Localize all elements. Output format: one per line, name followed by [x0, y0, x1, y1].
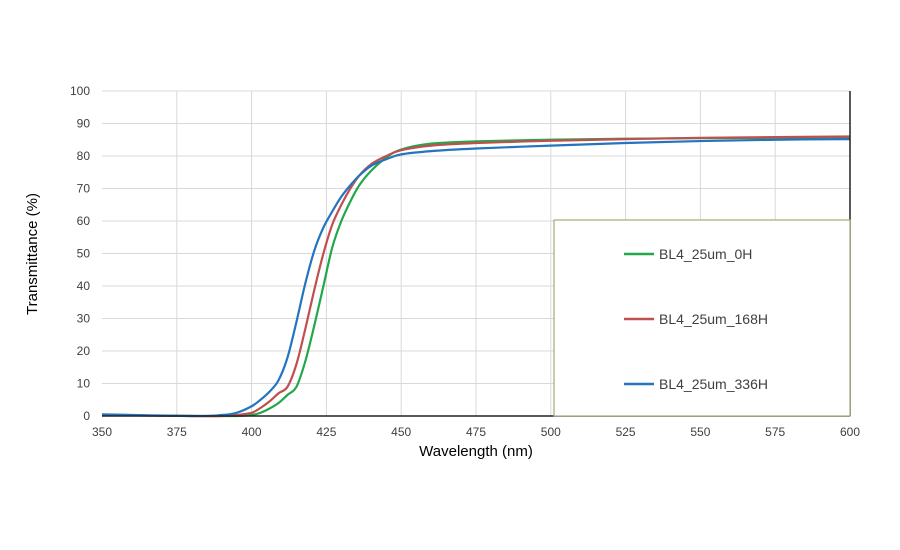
y-tick-label: 40	[77, 279, 91, 293]
y-tick-label: 50	[77, 247, 91, 261]
legend-label-bl4-25um-168h: BL4_25um_168H	[659, 311, 768, 327]
y-tick-label: 20	[77, 344, 91, 358]
x-tick-label: 475	[466, 425, 486, 439]
y-tick-label: 70	[77, 182, 91, 196]
x-tick-label: 350	[92, 425, 112, 439]
x-tick-label: 550	[690, 425, 710, 439]
legend-box	[553, 219, 851, 417]
y-tick-label: 60	[77, 214, 91, 228]
x-tick-label: 525	[616, 425, 636, 439]
y-tick-label: 100	[70, 84, 90, 98]
x-tick-label: 450	[391, 425, 411, 439]
x-tick-label: 500	[541, 425, 561, 439]
x-tick-label: 375	[167, 425, 187, 439]
y-axis-label: Transmittance (%)	[24, 193, 41, 315]
legend: BL4_25um_0H BL4_25um_168H BL4_25um_336H	[553, 219, 851, 417]
y-tick-label: 90	[77, 117, 91, 131]
x-axis-label: Wavelength (nm)	[419, 443, 533, 460]
x-tick-label: 425	[316, 425, 336, 439]
x-axis-ticks: 350 375 400 425 450 475 500 525 550 575 600	[92, 425, 860, 439]
legend-label-bl4-25um-336h: BL4_25um_336H	[659, 376, 768, 392]
y-tick-label: 0	[83, 409, 90, 423]
legend-label-bl4-25um-0h: BL4_25um_0H	[659, 246, 752, 262]
y-tick-label: 80	[77, 149, 91, 163]
y-tick-label: 10	[77, 377, 91, 391]
x-tick-label: 400	[242, 425, 262, 439]
x-tick-label: 600	[840, 425, 860, 439]
series-line-bl4-25um-336h	[101, 138, 851, 418]
y-axis-ticks: 0 10 20 30 40 50 60 70 80 90 100	[70, 84, 90, 423]
series-lines	[101, 135, 851, 418]
x-tick-label: 575	[765, 425, 785, 439]
series-line-bl4-25um-168h	[101, 135, 851, 418]
y-tick-label: 30	[77, 312, 91, 326]
